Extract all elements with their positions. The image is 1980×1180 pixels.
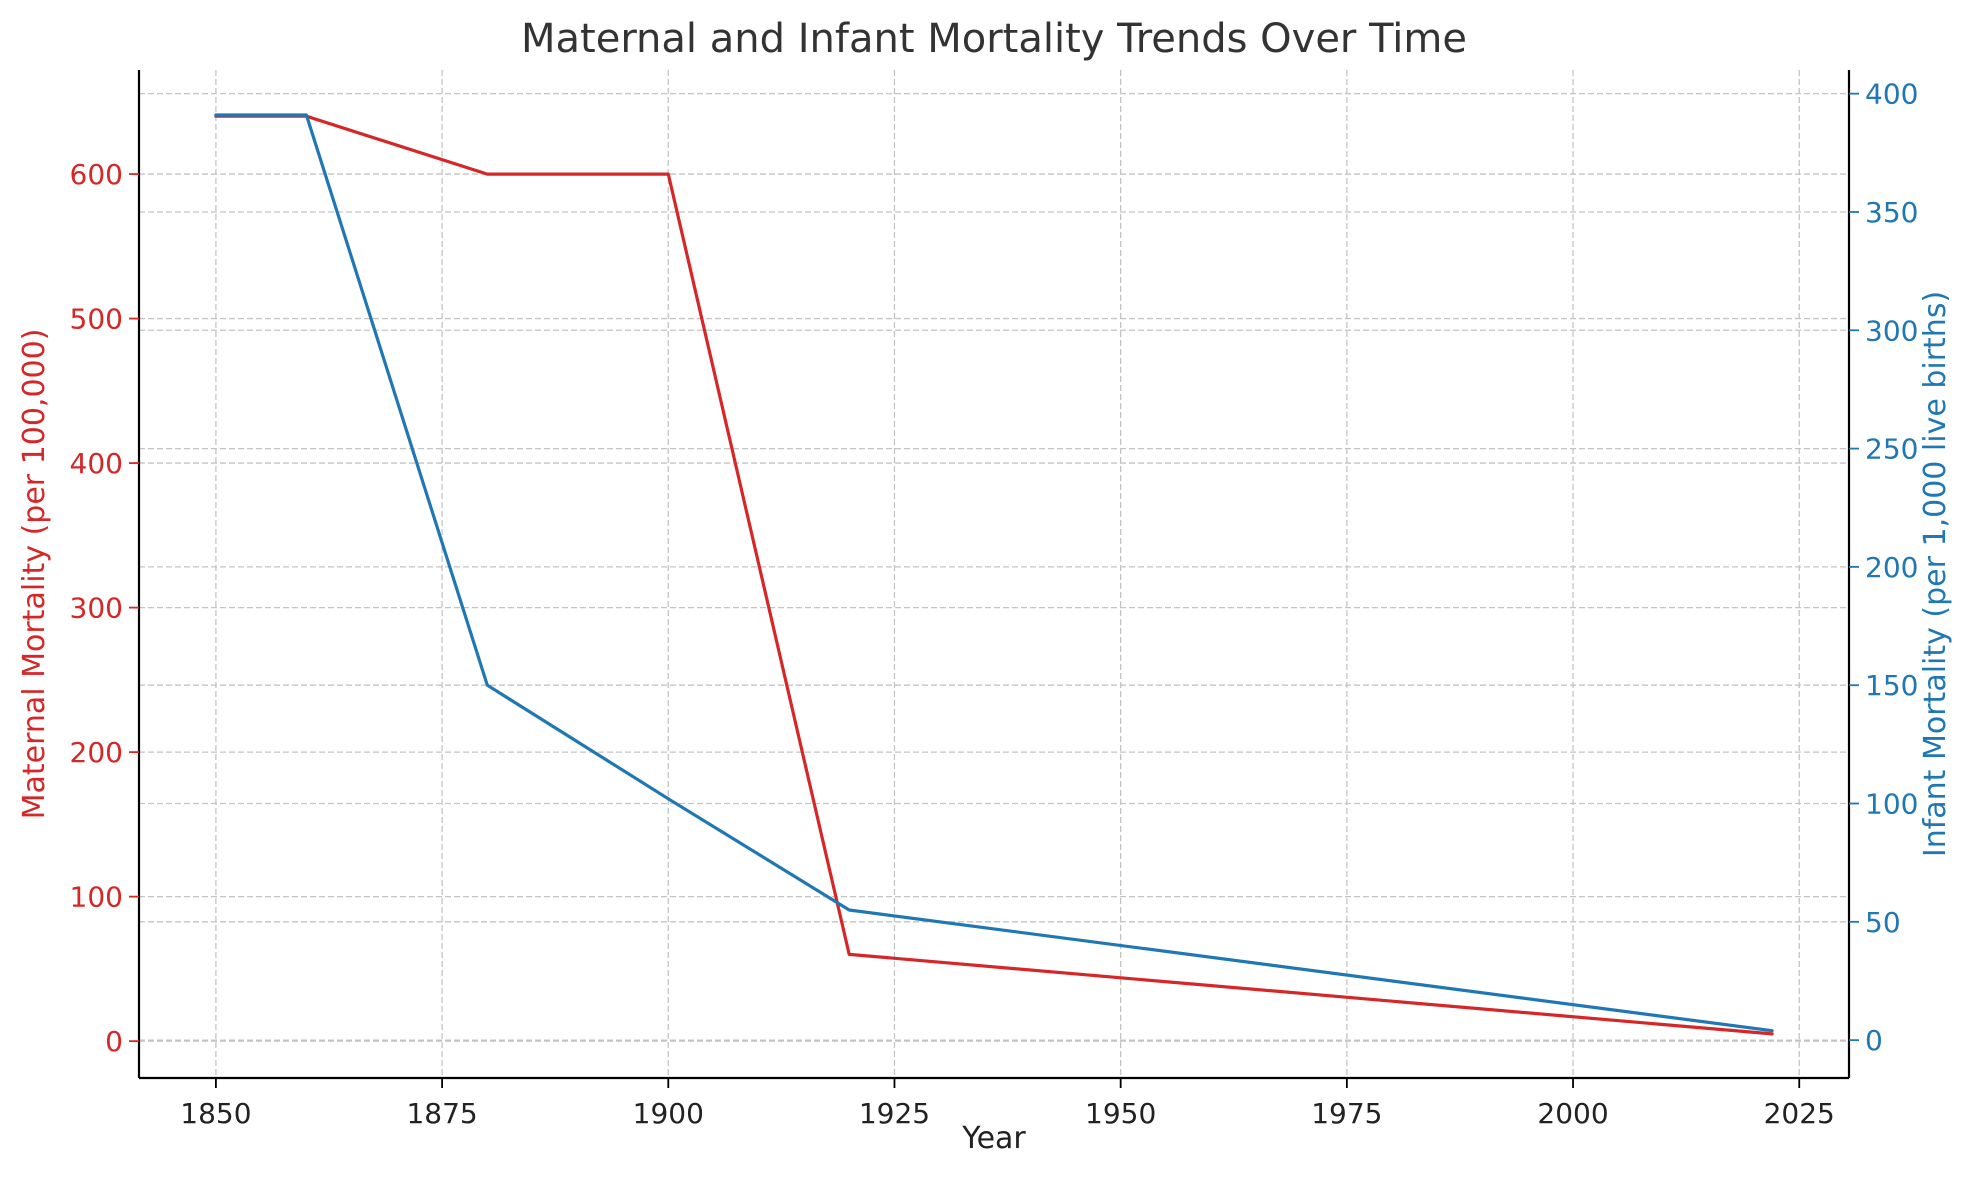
left-tick-label: 0 (105, 1025, 123, 1058)
right-tick-label: 50 (1865, 906, 1901, 939)
x-tick-label: 1875 (406, 1097, 477, 1130)
right-tick-label: 0 (1865, 1024, 1883, 1057)
left-axis-label: Maternal Mortality (per 100,000) (17, 329, 52, 820)
right-tick-label: 350 (1865, 196, 1918, 229)
axes (137, 70, 1851, 1080)
x-tick-label: 1925 (859, 1097, 930, 1130)
infant-mortality-line (214, 113, 1774, 1033)
right-tick-label: 100 (1865, 788, 1918, 821)
right-tick-label: 300 (1865, 314, 1918, 347)
right-tick-label: 250 (1865, 433, 1918, 466)
x-tick-label: 2000 (1537, 1097, 1608, 1130)
right-tick-label: 200 (1865, 551, 1918, 584)
chart-title: Maternal and Infant Mortality Trends Ove… (521, 16, 1467, 62)
right-tick-label: 400 (1865, 78, 1918, 111)
right-axis-label: Infant Mortality (per 1,000 live births) (1918, 291, 1953, 857)
x-tick-label: 1950 (1085, 1097, 1156, 1130)
left-tick-label: 100 (70, 881, 123, 914)
series-lines (214, 113, 1774, 1036)
right-tick-label: 150 (1865, 669, 1918, 702)
x-tick-label: 1850 (180, 1097, 251, 1130)
left-tick-label: 400 (70, 447, 123, 480)
x-tick-label: 1900 (633, 1097, 704, 1130)
x-tick-label: 1975 (1311, 1097, 1382, 1130)
left-tick-label: 300 (70, 592, 123, 625)
x-axis-label: Year (961, 1121, 1026, 1156)
axis-ticks: 1850 1875 1900 1925 1950 1975 2000 202501002003… (70, 78, 1919, 1130)
grid (139, 70, 1849, 1078)
left-tick-label: 200 (70, 736, 123, 769)
x-tick-label: 2025 (1764, 1097, 1835, 1130)
left-tick-label: 500 (70, 303, 123, 336)
left-tick-label: 600 (70, 158, 123, 191)
